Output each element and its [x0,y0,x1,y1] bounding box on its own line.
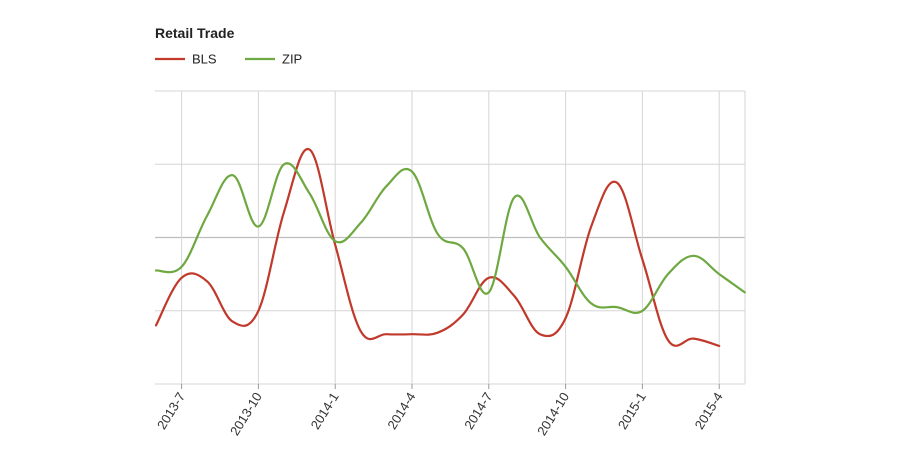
x-axis: 2013-7 2013-10 2014-1 2014-4 2014-7 2014-10 20… [154,384,726,438]
legend: BLS ZIP [155,52,302,67]
series-line-zip [154,162,746,314]
x-tick-label: 2014-10 [534,390,572,438]
x-tick-label: 2014-1 [308,390,342,432]
legend-label-zip: ZIP [282,52,302,67]
series-line-bls [154,148,721,347]
x-tick-label: 2015-1 [615,390,649,432]
x-tick-label: 2015-4 [692,390,726,432]
x-tick-label: 2013-7 [154,390,188,432]
x-tick-label: 2014-4 [384,390,418,432]
x-tick-label: 2013-10 [227,390,265,438]
legend-label-bls: BLS [192,52,217,67]
grid [155,90,746,385]
x-tick-label: 2014-7 [461,390,495,432]
series-layer [154,148,746,347]
chart-title: Retail Trade [155,25,235,41]
